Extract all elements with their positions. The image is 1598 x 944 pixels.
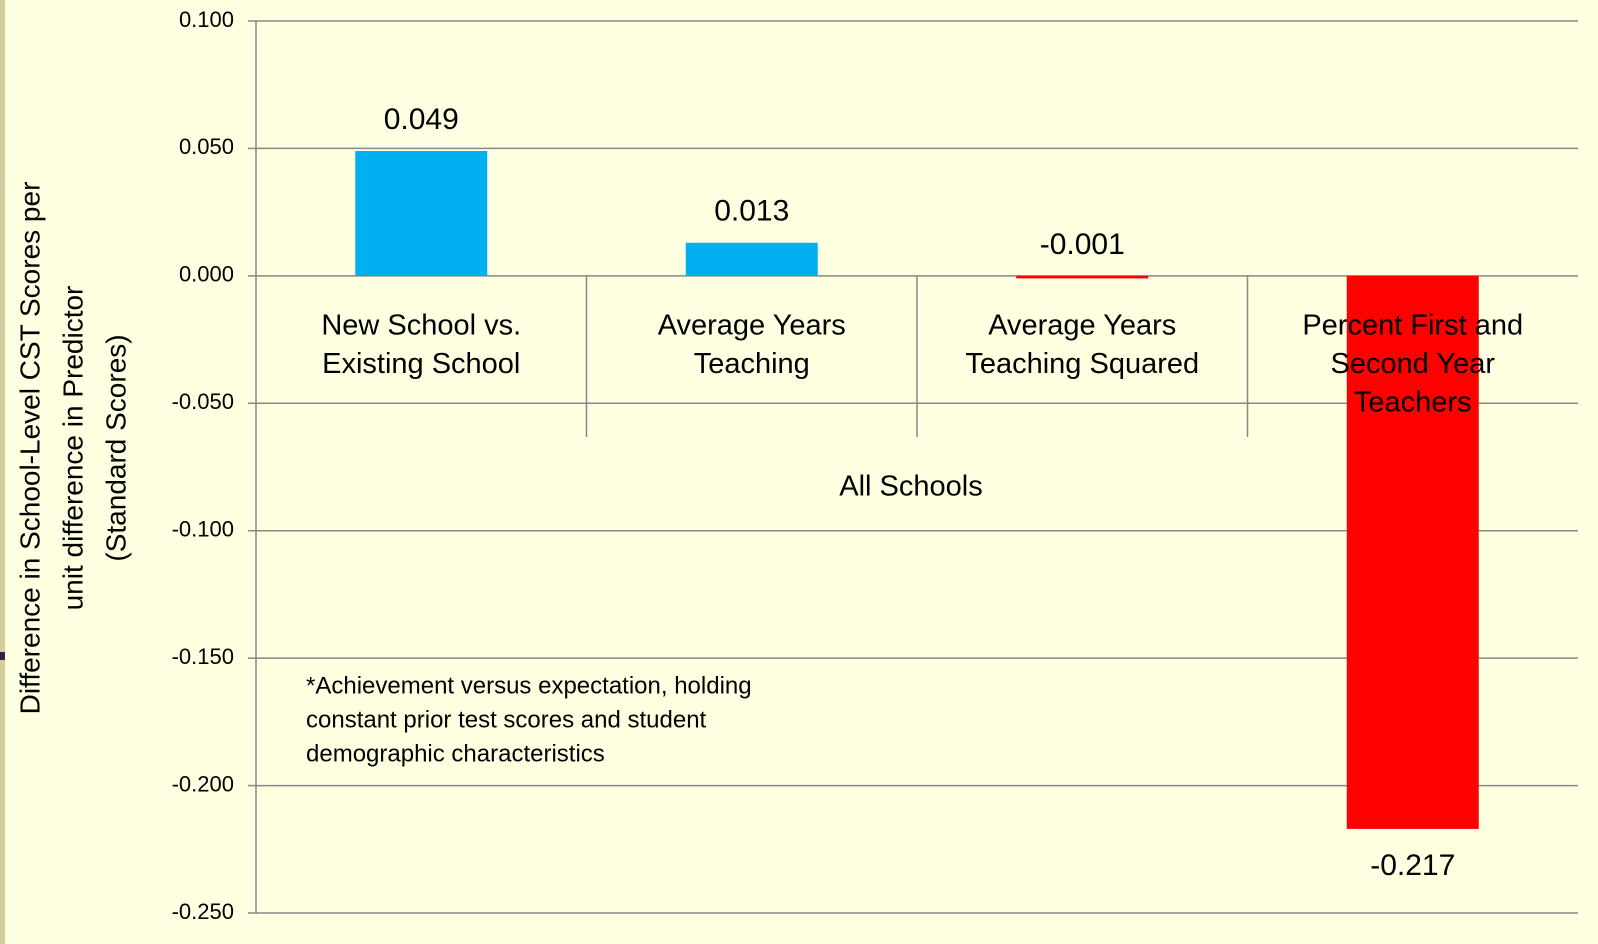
y-tick-label: -0.100 — [172, 517, 234, 542]
annotation: *Achievement versus expectation, holding — [306, 672, 752, 699]
y-tick-label: 0.100 — [179, 7, 234, 32]
x-tick-label: Teaching Squared — [965, 348, 1199, 380]
value-label: -0.217 — [1370, 849, 1455, 882]
x-tick-label: Teachers — [1354, 387, 1472, 419]
value-label: 0.013 — [714, 195, 789, 228]
x-tick-label: Average Years — [988, 310, 1176, 342]
group-label: All Schools — [839, 471, 982, 503]
y-tick-label: -0.150 — [172, 644, 234, 669]
bar — [1346, 275, 1479, 829]
x-tick-label: Teaching — [694, 348, 810, 380]
y-tick-label: 0.050 — [179, 134, 234, 159]
value-label: -0.001 — [1040, 228, 1125, 261]
bar — [1016, 275, 1149, 279]
y-tick-label: -0.050 — [172, 389, 234, 414]
x-tick-label: Percent First and — [1302, 310, 1523, 342]
y-axis-label: unit difference in Predictor — [57, 286, 88, 611]
bar — [355, 150, 488, 276]
value-label: 0.049 — [384, 103, 459, 136]
annotation: constant prior test scores and student — [306, 706, 707, 733]
x-tick-label: Second Year — [1331, 348, 1496, 380]
x-tick-label: Average Years — [658, 310, 846, 342]
x-tick-label: Existing School — [322, 348, 520, 380]
left-mark — [0, 652, 5, 660]
y-axis-label: (Standard Scores) — [100, 334, 131, 561]
left-strip — [0, 0, 5, 944]
y-axis-label: Difference in School-Level CST Scores pe… — [14, 182, 45, 715]
y-tick-label: 0.000 — [179, 262, 234, 287]
bar — [685, 242, 818, 276]
x-tick-label: New School vs. — [321, 310, 521, 342]
y-tick-label: -0.250 — [172, 899, 234, 924]
annotation: demographic characteristics — [306, 740, 605, 767]
y-tick-label: -0.200 — [172, 771, 234, 796]
